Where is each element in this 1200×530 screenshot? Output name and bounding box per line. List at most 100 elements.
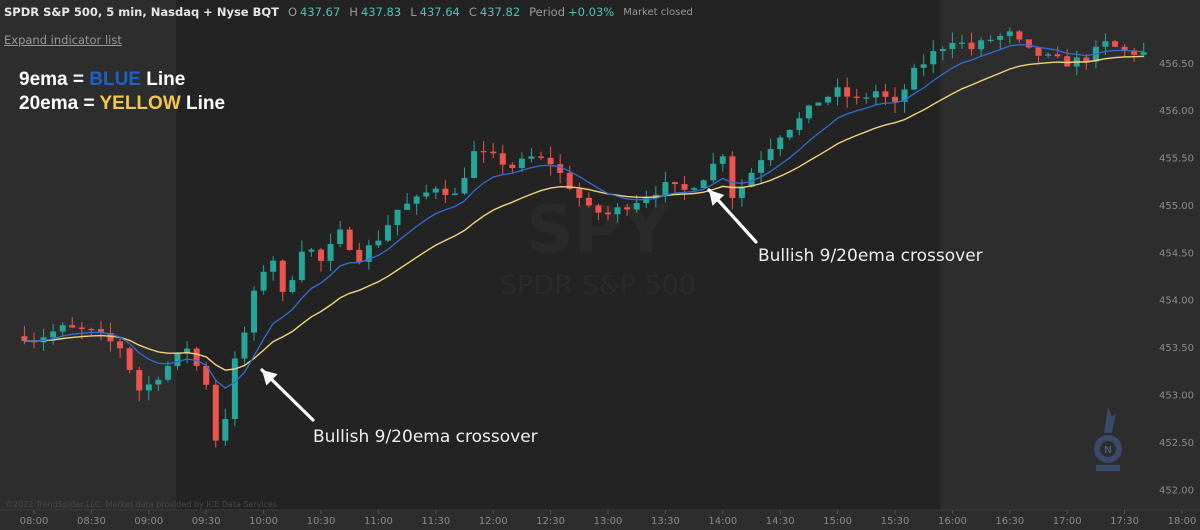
data-attribution: ©2022 TrendSpider LLC. Market data provi… <box>5 500 278 509</box>
candle-body <box>1025 39 1032 48</box>
watermark-symbol: SPY <box>526 191 671 268</box>
candle-body <box>557 164 564 173</box>
y-tick-label: 454.50 <box>1159 248 1194 259</box>
candle-body <box>777 137 784 150</box>
expand-indicator-list-link[interactable]: Expand indicator list <box>4 33 122 47</box>
candle-body <box>958 42 965 44</box>
candle-body <box>1054 54 1061 57</box>
x-tick-label: 09:30 <box>192 516 221 527</box>
candle-body <box>729 156 736 198</box>
x-tick-label: 10:30 <box>307 516 336 527</box>
candle-body <box>853 96 860 98</box>
candle-body <box>164 365 171 380</box>
candle-body <box>155 379 162 385</box>
x-tick-label: 13:00 <box>594 516 623 527</box>
candle-body <box>356 249 363 262</box>
y-tick-label: 452.00 <box>1159 485 1194 496</box>
y-tick-label: 456.00 <box>1159 106 1194 117</box>
candle-body <box>719 156 726 164</box>
candle-body <box>767 149 774 161</box>
candle-body <box>1045 54 1052 56</box>
candle-body <box>126 348 133 371</box>
candle-body <box>528 156 535 159</box>
ohlc-low: L 437.64 <box>410 5 460 19</box>
candle-body <box>805 105 812 119</box>
candle-body <box>289 280 296 292</box>
crossover-arrow-1-head <box>262 370 278 386</box>
candle-body <box>384 225 391 241</box>
candle-body <box>662 182 669 195</box>
x-tick-label: 15:30 <box>881 516 910 527</box>
candle-body <box>88 328 95 331</box>
candle-body <box>365 245 372 262</box>
candle-body <box>987 39 994 41</box>
candle-body <box>461 177 468 194</box>
y-tick-label: 455.00 <box>1159 201 1194 212</box>
x-tick-label: 11:30 <box>421 516 450 527</box>
candle-body <box>59 325 66 332</box>
candle-body <box>738 186 745 198</box>
candle-body <box>451 193 458 196</box>
candle-body <box>107 333 114 342</box>
annotation-crossover-2: Bullish 9/20ema crossover <box>758 246 983 266</box>
candle-body <box>1102 41 1109 47</box>
x-tick-label: 09:00 <box>134 516 163 527</box>
candle-body <box>518 158 525 169</box>
candle-body <box>595 205 602 213</box>
candle-body <box>892 96 898 102</box>
x-tick-label: 16:30 <box>995 516 1024 527</box>
y-tick-label: 455.50 <box>1159 154 1194 165</box>
x-tick-label: 15:00 <box>823 516 852 527</box>
y-tick-label: 453.00 <box>1159 391 1194 402</box>
candle-body <box>270 260 277 272</box>
x-tick-label: 18:00 <box>1168 516 1197 527</box>
ohlc-open: O 437.67 <box>287 5 341 19</box>
ema-legend: 9ema = BLUE Line 20ema = YELLOW Line <box>19 68 225 116</box>
ohlc-high: H 437.83 <box>349 5 402 19</box>
candle-body <box>700 180 707 189</box>
candle-body <box>786 129 793 138</box>
candle-body <box>78 327 85 329</box>
candle-body <box>576 188 583 198</box>
y-tick-label: 452.50 <box>1159 438 1194 449</box>
candle-body <box>1006 31 1013 36</box>
candle-body <box>930 51 937 65</box>
x-tick-label: 14:00 <box>708 516 737 527</box>
candle-body <box>490 151 497 154</box>
candle-body <box>758 160 765 173</box>
watermark-name: SPDR S&P 500 <box>500 270 696 301</box>
candle-body <box>825 96 832 103</box>
candle-body <box>997 35 1004 40</box>
candle-body <box>423 192 430 197</box>
candle-body <box>203 365 210 385</box>
y-tick-label: 454.00 <box>1159 296 1194 307</box>
x-tick-label: 14:30 <box>766 516 795 527</box>
candle-body <box>404 203 411 210</box>
ohlc-close: C 437.82 <box>468 5 521 19</box>
candle-body <box>471 151 478 178</box>
candle-body <box>949 42 956 50</box>
candle-body <box>337 229 344 244</box>
candle-body <box>882 91 889 97</box>
candle-body <box>1140 52 1147 55</box>
candle-body <box>834 87 841 97</box>
candle-body <box>308 249 315 252</box>
x-tick-label: 12:00 <box>479 516 508 527</box>
candle-body <box>863 97 870 99</box>
candle-body <box>97 329 104 334</box>
candle-body <box>911 67 918 90</box>
candle-body <box>566 172 573 189</box>
symbol-title[interactable]: SPDR S&P 500, 5 min, Nasdaq + Nyse BQT <box>4 5 279 19</box>
candle-body <box>614 207 621 215</box>
chart-header: SPDR S&P 500, 5 min, Nasdaq + Nyse BQT O… <box>4 4 693 20</box>
candle-body <box>710 163 717 181</box>
x-tick-label: 16:00 <box>938 516 967 527</box>
candle-body <box>117 341 124 349</box>
x-tick-label: 08:00 <box>20 516 49 527</box>
candle-body <box>1112 41 1119 47</box>
candle-body <box>279 260 286 292</box>
candle-body <box>69 325 76 328</box>
period-change: Period +0.03% <box>529 5 615 19</box>
candle-body <box>691 188 698 190</box>
